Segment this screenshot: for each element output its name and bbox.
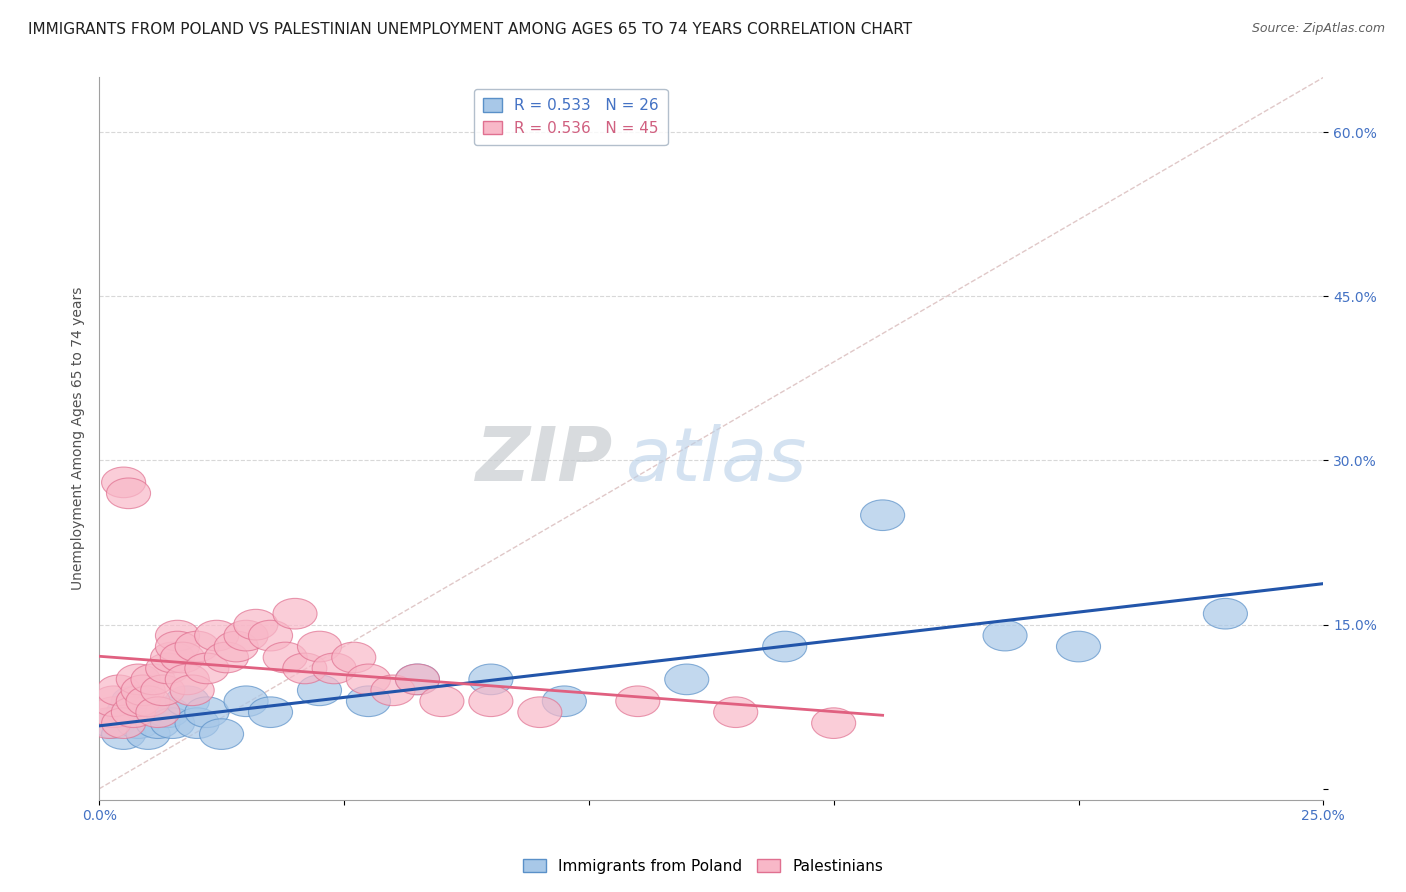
Ellipse shape <box>224 686 269 716</box>
Ellipse shape <box>121 675 166 706</box>
Ellipse shape <box>298 675 342 706</box>
Ellipse shape <box>117 686 160 716</box>
Ellipse shape <box>762 632 807 662</box>
Text: atlas: atlas <box>626 425 807 496</box>
Ellipse shape <box>395 664 440 695</box>
Ellipse shape <box>983 620 1028 651</box>
Ellipse shape <box>184 697 229 728</box>
Text: ZIP: ZIP <box>477 424 613 497</box>
Ellipse shape <box>665 664 709 695</box>
Ellipse shape <box>273 599 316 629</box>
Ellipse shape <box>298 632 342 662</box>
Ellipse shape <box>224 620 269 651</box>
Ellipse shape <box>283 653 326 684</box>
Ellipse shape <box>107 478 150 508</box>
Ellipse shape <box>194 620 239 651</box>
Ellipse shape <box>346 686 391 716</box>
Ellipse shape <box>200 719 243 749</box>
Ellipse shape <box>174 708 219 739</box>
Y-axis label: Unemployment Among Ages 65 to 74 years: Unemployment Among Ages 65 to 74 years <box>72 287 86 591</box>
Ellipse shape <box>811 708 856 739</box>
Ellipse shape <box>468 664 513 695</box>
Ellipse shape <box>136 708 180 739</box>
Ellipse shape <box>420 686 464 716</box>
Ellipse shape <box>263 642 308 673</box>
Ellipse shape <box>87 708 131 739</box>
Ellipse shape <box>346 664 391 695</box>
Ellipse shape <box>150 642 194 673</box>
Ellipse shape <box>1056 632 1101 662</box>
Ellipse shape <box>117 708 160 739</box>
Ellipse shape <box>101 708 146 739</box>
Text: IMMIGRANTS FROM POLAND VS PALESTINIAN UNEMPLOYMENT AMONG AGES 65 TO 74 YEARS COR: IMMIGRANTS FROM POLAND VS PALESTINIAN UN… <box>28 22 912 37</box>
Ellipse shape <box>714 697 758 728</box>
Ellipse shape <box>214 632 259 662</box>
Ellipse shape <box>332 642 375 673</box>
Ellipse shape <box>233 609 278 640</box>
Ellipse shape <box>395 664 440 695</box>
Ellipse shape <box>184 653 229 684</box>
Ellipse shape <box>91 686 136 716</box>
Ellipse shape <box>91 697 136 728</box>
Ellipse shape <box>312 653 356 684</box>
Ellipse shape <box>97 675 141 706</box>
Ellipse shape <box>127 719 170 749</box>
Ellipse shape <box>166 686 209 716</box>
Ellipse shape <box>616 686 659 716</box>
Ellipse shape <box>117 664 160 695</box>
Ellipse shape <box>111 686 156 716</box>
Text: Source: ZipAtlas.com: Source: ZipAtlas.com <box>1251 22 1385 36</box>
Ellipse shape <box>136 697 180 728</box>
Legend: Immigrants from Poland, Palestinians: Immigrants from Poland, Palestinians <box>516 853 890 880</box>
Ellipse shape <box>160 642 204 673</box>
Ellipse shape <box>371 675 415 706</box>
Ellipse shape <box>249 697 292 728</box>
Ellipse shape <box>517 697 562 728</box>
Ellipse shape <box>543 686 586 716</box>
Ellipse shape <box>101 467 146 498</box>
Ellipse shape <box>204 642 249 673</box>
Ellipse shape <box>111 697 156 728</box>
Ellipse shape <box>156 632 200 662</box>
Ellipse shape <box>146 697 190 728</box>
Ellipse shape <box>166 664 209 695</box>
Ellipse shape <box>127 686 170 716</box>
Ellipse shape <box>156 620 200 651</box>
Legend: R = 0.533   N = 26, R = 0.536   N = 45: R = 0.533 N = 26, R = 0.536 N = 45 <box>474 88 668 145</box>
Ellipse shape <box>468 686 513 716</box>
Ellipse shape <box>107 697 150 728</box>
Ellipse shape <box>1204 599 1247 629</box>
Ellipse shape <box>146 653 190 684</box>
Ellipse shape <box>150 708 194 739</box>
Ellipse shape <box>91 708 136 739</box>
Ellipse shape <box>249 620 292 651</box>
Ellipse shape <box>101 719 146 749</box>
Ellipse shape <box>860 500 904 531</box>
Ellipse shape <box>141 675 184 706</box>
Ellipse shape <box>170 675 214 706</box>
Ellipse shape <box>174 632 219 662</box>
Ellipse shape <box>131 664 174 695</box>
